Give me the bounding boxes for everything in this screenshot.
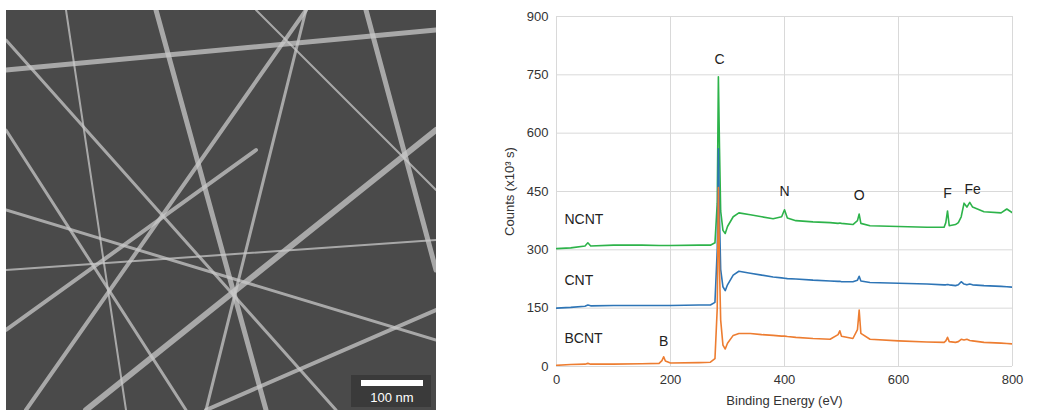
- svg-text:800: 800: [1002, 372, 1024, 387]
- svg-text:Fe: Fe: [964, 181, 981, 197]
- svg-text:NCNT: NCNT: [565, 211, 604, 227]
- svg-text:B: B: [659, 333, 668, 349]
- svg-text:C: C: [714, 51, 724, 67]
- svg-text:CNT: CNT: [565, 272, 594, 288]
- svg-text:Binding Energy (eV): Binding Energy (eV): [726, 393, 842, 408]
- svg-text:400: 400: [774, 372, 796, 387]
- svg-text:0: 0: [541, 359, 548, 374]
- svg-text:600: 600: [527, 125, 549, 140]
- svg-text:O: O: [854, 187, 865, 203]
- svg-text:150: 150: [527, 300, 549, 315]
- svg-text:300: 300: [527, 242, 549, 257]
- svg-text:0: 0: [553, 372, 560, 387]
- svg-text:N: N: [779, 183, 789, 199]
- svg-text:600: 600: [888, 372, 910, 387]
- svg-text:BCNT: BCNT: [565, 330, 604, 346]
- svg-text:750: 750: [527, 67, 549, 82]
- svg-text:F: F: [943, 185, 952, 201]
- svg-text:900: 900: [527, 9, 549, 24]
- svg-text:200: 200: [660, 372, 682, 387]
- svg-text:100 nm: 100 nm: [370, 390, 413, 405]
- svg-text:450: 450: [527, 184, 549, 199]
- svg-text:Counts (x10³ s): Counts (x10³ s): [502, 147, 517, 236]
